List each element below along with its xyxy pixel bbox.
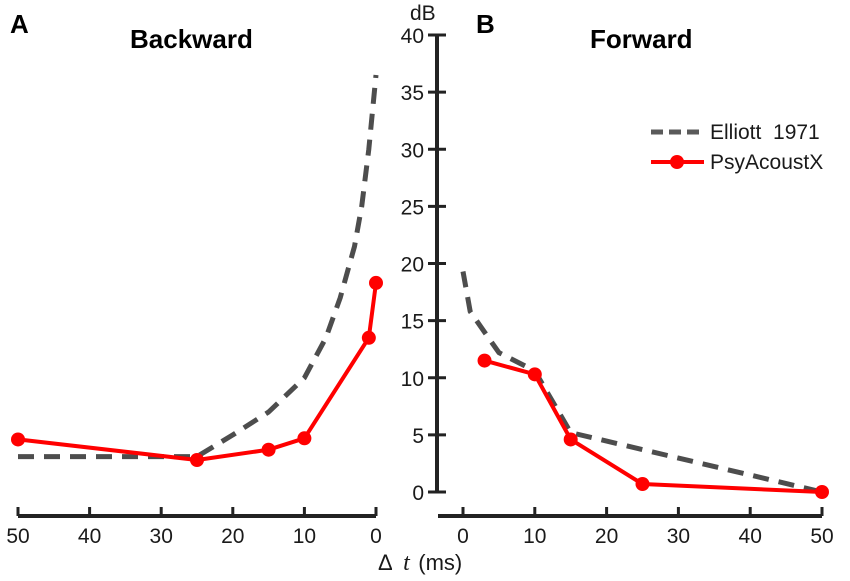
panel-title-backward: Backward — [130, 24, 253, 54]
legend: Elliott 1971 PsyAcoustX — [651, 121, 823, 174]
y-tick-label: 40 — [401, 25, 424, 48]
data-point-psyacoustx — [369, 275, 383, 290]
data-point-psyacoustx — [11, 432, 25, 447]
data-point-psyacoustx — [297, 431, 312, 446]
data-point-psyacoustx — [477, 353, 492, 368]
panel-title-forward: Forward — [590, 24, 693, 54]
data-point-psyacoustx — [261, 442, 276, 457]
y-tick-label: 15 — [401, 311, 424, 334]
series-line-psyacoustx-backward — [17, 282, 378, 462]
axes: 0 5 10 15 20 25 30 35 40 50 40 30 20 10 0 0 10 20 30 40 50 — [6, 25, 833, 548]
y-tick-label: 5 — [412, 425, 424, 448]
x-axis-label-delta: Δ — [378, 550, 393, 575]
x-tick-label: 30 — [667, 525, 690, 548]
x-tick-label: 0 — [370, 525, 382, 548]
data-point-psyacoustx — [635, 477, 650, 492]
y-tick-label: 20 — [401, 254, 424, 277]
series-line-elliott-1971-forward — [460, 271, 823, 495]
x-tick-label: 20 — [595, 525, 618, 548]
y-tick-label: 35 — [401, 82, 424, 105]
y-axis-unit: dB — [410, 2, 436, 25]
series-line-elliott-1971-backward — [18, 74, 379, 460]
data-point-psyacoustx — [815, 485, 829, 499]
x-tick-label: 10 — [523, 525, 546, 548]
x-tick-label: 0 — [457, 525, 469, 548]
data-point-psyacoustx — [527, 367, 542, 382]
x-tick-label: 40 — [78, 525, 101, 548]
x-tick-label: 50 — [6, 525, 29, 548]
panel-label-a: A — [10, 9, 29, 39]
y-tick-label: 10 — [401, 368, 424, 391]
x-tick-label: 50 — [810, 525, 833, 548]
data-point-psyacoustx — [563, 432, 578, 447]
x-tick-label: 20 — [221, 525, 244, 548]
x-axis-label: Δ t (ms) — [378, 550, 462, 576]
legend-elliott-label: Elliott 1971 — [710, 121, 820, 144]
x-tick-label: 10 — [293, 525, 316, 548]
series-layer — [11, 74, 829, 499]
legend-psyacoustx-label: PsyAcoustX — [710, 151, 823, 174]
data-point-psyacoustx — [361, 330, 376, 345]
legend-psyacoustx-marker — [670, 155, 684, 169]
y-tick-label: 0 — [412, 482, 424, 505]
data-point-psyacoustx — [190, 453, 204, 468]
y-tick-label: 30 — [401, 139, 424, 162]
y-tick-label: 25 — [401, 196, 424, 219]
x-axis-label-unit: (ms) — [418, 550, 462, 575]
x-tick-label: 30 — [150, 525, 173, 548]
panel-label-b: B — [476, 9, 495, 39]
x-axis-label-var: t — [403, 550, 411, 576]
x-tick-label: 40 — [739, 525, 762, 548]
